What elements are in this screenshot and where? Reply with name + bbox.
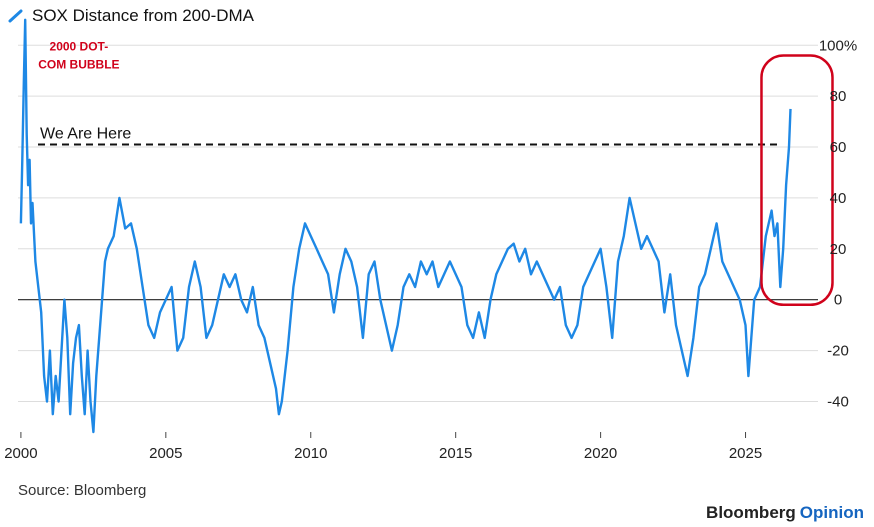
grid-lines (18, 44, 818, 402)
brand-logo: Bloomberg Opinion (706, 503, 864, 523)
chart: We Are Here 2000 DOT- COM BUBBLE 100% 80 60… (4, 18, 857, 462)
reference-line-label: We Are Here (40, 125, 131, 142)
x-tick-label: 2025 (729, 445, 762, 462)
y-tick-label: 60 (830, 139, 847, 156)
x-tick-label: 2010 (294, 445, 327, 462)
y-tick-label: 100% (819, 37, 857, 54)
y-tick-label: -40 (827, 393, 849, 410)
y-tick-label: 80 (830, 88, 847, 105)
x-tick-label: 2015 (439, 445, 472, 462)
brand-suffix: Opinion (799, 503, 864, 522)
brand-name: Bloomberg (706, 503, 796, 522)
annotation-text: COM BUBBLE (38, 57, 119, 71)
x-tick-label: 2000 (4, 445, 37, 462)
highlight-box (760, 54, 834, 307)
x-axis-ticks: 2000 2005 2010 2015 2020 2025 (4, 432, 762, 462)
series-line (19, 18, 792, 434)
source-note: Source: Bloomberg (18, 482, 147, 499)
y-tick-label: -20 (827, 343, 849, 360)
x-tick-label: 2020 (584, 445, 617, 462)
x-tick-label: 2005 (149, 445, 182, 462)
annotations: 2000 DOT- COM BUBBLE (38, 39, 119, 71)
y-tick-label: 0 (834, 292, 842, 309)
reference-line-group: We Are Here (38, 125, 781, 146)
y-axis-ticks: 100% 80 60 40 20 0 -20 -40 (819, 37, 857, 410)
y-tick-label: 40 (830, 190, 847, 207)
y-tick-label: 20 (830, 241, 847, 258)
line-slash-icon (8, 9, 23, 23)
series-group (19, 18, 792, 434)
legend-label: SOX Distance from 200-DMA (32, 6, 255, 25)
annotation-text: 2000 DOT- (50, 39, 109, 53)
legend: SOX Distance from 200-DMA (8, 4, 254, 28)
highlight-group (760, 54, 834, 307)
